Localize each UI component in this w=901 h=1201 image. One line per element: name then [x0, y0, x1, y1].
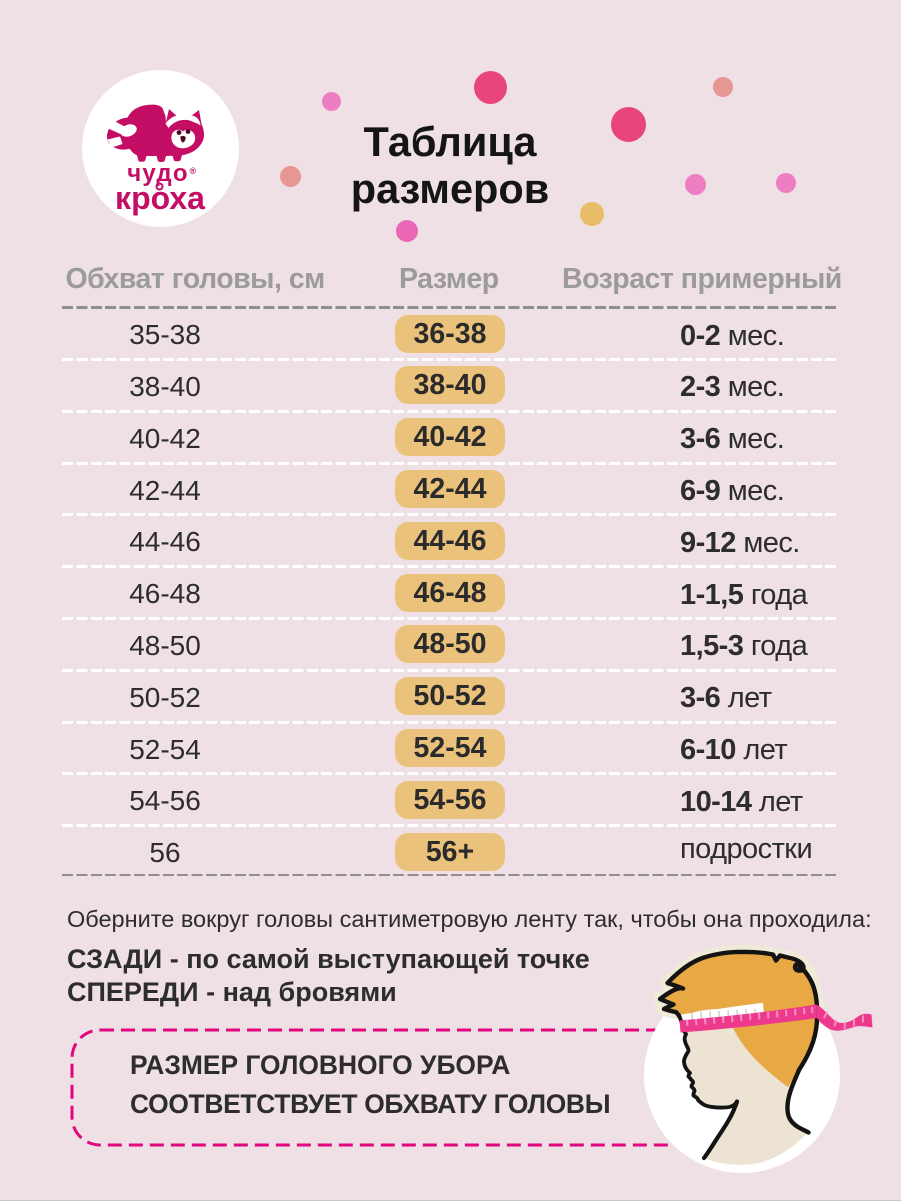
svg-text:кроха: кроха: [115, 180, 205, 216]
svg-text:®: ®: [190, 166, 197, 176]
svg-text:чудо: чудо: [127, 160, 188, 187]
